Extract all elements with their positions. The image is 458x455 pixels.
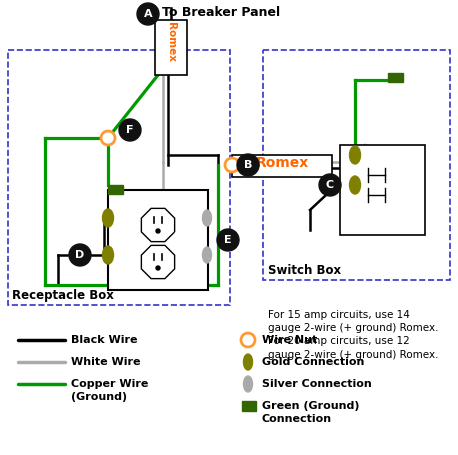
Bar [108,185,123,194]
Circle shape [101,131,115,145]
Bar [340,145,425,235]
Ellipse shape [349,176,360,194]
Polygon shape [142,208,174,242]
Text: C: C [326,180,334,190]
Bar [242,401,256,411]
Text: Switch Box: Switch Box [268,264,341,277]
Text: Green (Ground): Green (Ground) [262,401,360,411]
Ellipse shape [202,247,212,263]
Ellipse shape [103,209,114,227]
Text: (Ground): (Ground) [71,392,127,402]
Circle shape [225,158,239,172]
Text: Romex: Romex [256,156,309,170]
Text: Black Wire: Black Wire [71,335,137,345]
Text: Connection: Connection [262,414,332,424]
Text: To Breaker Panel: To Breaker Panel [162,6,280,20]
Text: Receptacle Box: Receptacle Box [12,289,114,302]
Bar [108,190,208,290]
Circle shape [319,174,341,196]
Text: B: B [244,160,252,170]
Circle shape [69,244,91,266]
Bar [155,20,187,75]
Text: A: A [144,9,153,19]
Ellipse shape [349,146,360,164]
Text: D: D [76,250,85,260]
Text: E: E [224,235,232,245]
Text: For 15 amp circuits, use 14
gauge 2-wire (+ ground) Romex.
For 20 amp circuits, : For 15 amp circuits, use 14 gauge 2-wire… [268,310,438,359]
Text: Wire Nut: Wire Nut [262,335,317,345]
Ellipse shape [103,246,114,264]
Bar [388,73,403,82]
Circle shape [137,3,159,25]
Circle shape [237,154,259,176]
Ellipse shape [244,354,252,370]
Circle shape [156,266,160,270]
Text: White Wire: White Wire [71,357,141,367]
Ellipse shape [244,376,252,392]
Text: F: F [126,125,134,135]
Text: Silver Connection: Silver Connection [262,379,372,389]
Bar [232,155,332,177]
Text: Romex: Romex [166,22,176,62]
Circle shape [156,229,160,233]
Circle shape [217,229,239,251]
Ellipse shape [202,210,212,226]
Circle shape [119,119,141,141]
Polygon shape [142,245,174,278]
Text: Copper Wire: Copper Wire [71,379,148,389]
Text: Gold Connection: Gold Connection [262,357,365,367]
Circle shape [241,333,255,347]
